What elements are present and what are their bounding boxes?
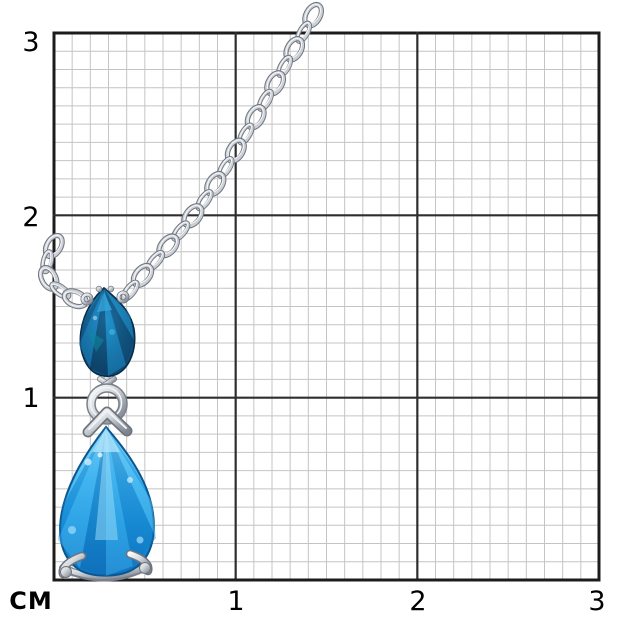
measurement-grid [52,31,601,582]
x-axis-label-3cm: 3 [588,586,605,617]
y-axis-label-1cm: 1 [22,383,39,414]
ruler-labels: 3 2 1 СМ 1 2 3 [9,27,605,617]
chain-link [130,262,155,288]
chain-link [49,281,72,300]
chain-link [302,1,324,29]
y-axis-label-3cm: 3 [22,27,39,58]
chain-link [283,36,306,63]
large-stone-right-claw [125,549,153,576]
chain-link [156,233,180,259]
large-stone-top-cap [82,406,133,438]
x-axis-label-1cm: 1 [227,586,244,617]
y-axis-label-2cm: 2 [22,202,39,233]
small-stone-attachment-loops [80,285,130,306]
chain-link [120,279,140,302]
unit-label-cm: СМ [9,587,53,615]
silver-cable-chain [37,1,324,310]
large-stone-left-claw [58,551,87,579]
bail-ring [86,383,128,425]
pendant [58,285,156,582]
x-axis-label-2cm: 2 [409,586,426,617]
chain-link [37,264,60,292]
chain-link [181,203,205,229]
small-blue-topaz-stone [79,286,136,377]
large-blue-topaz-stone [58,425,156,577]
